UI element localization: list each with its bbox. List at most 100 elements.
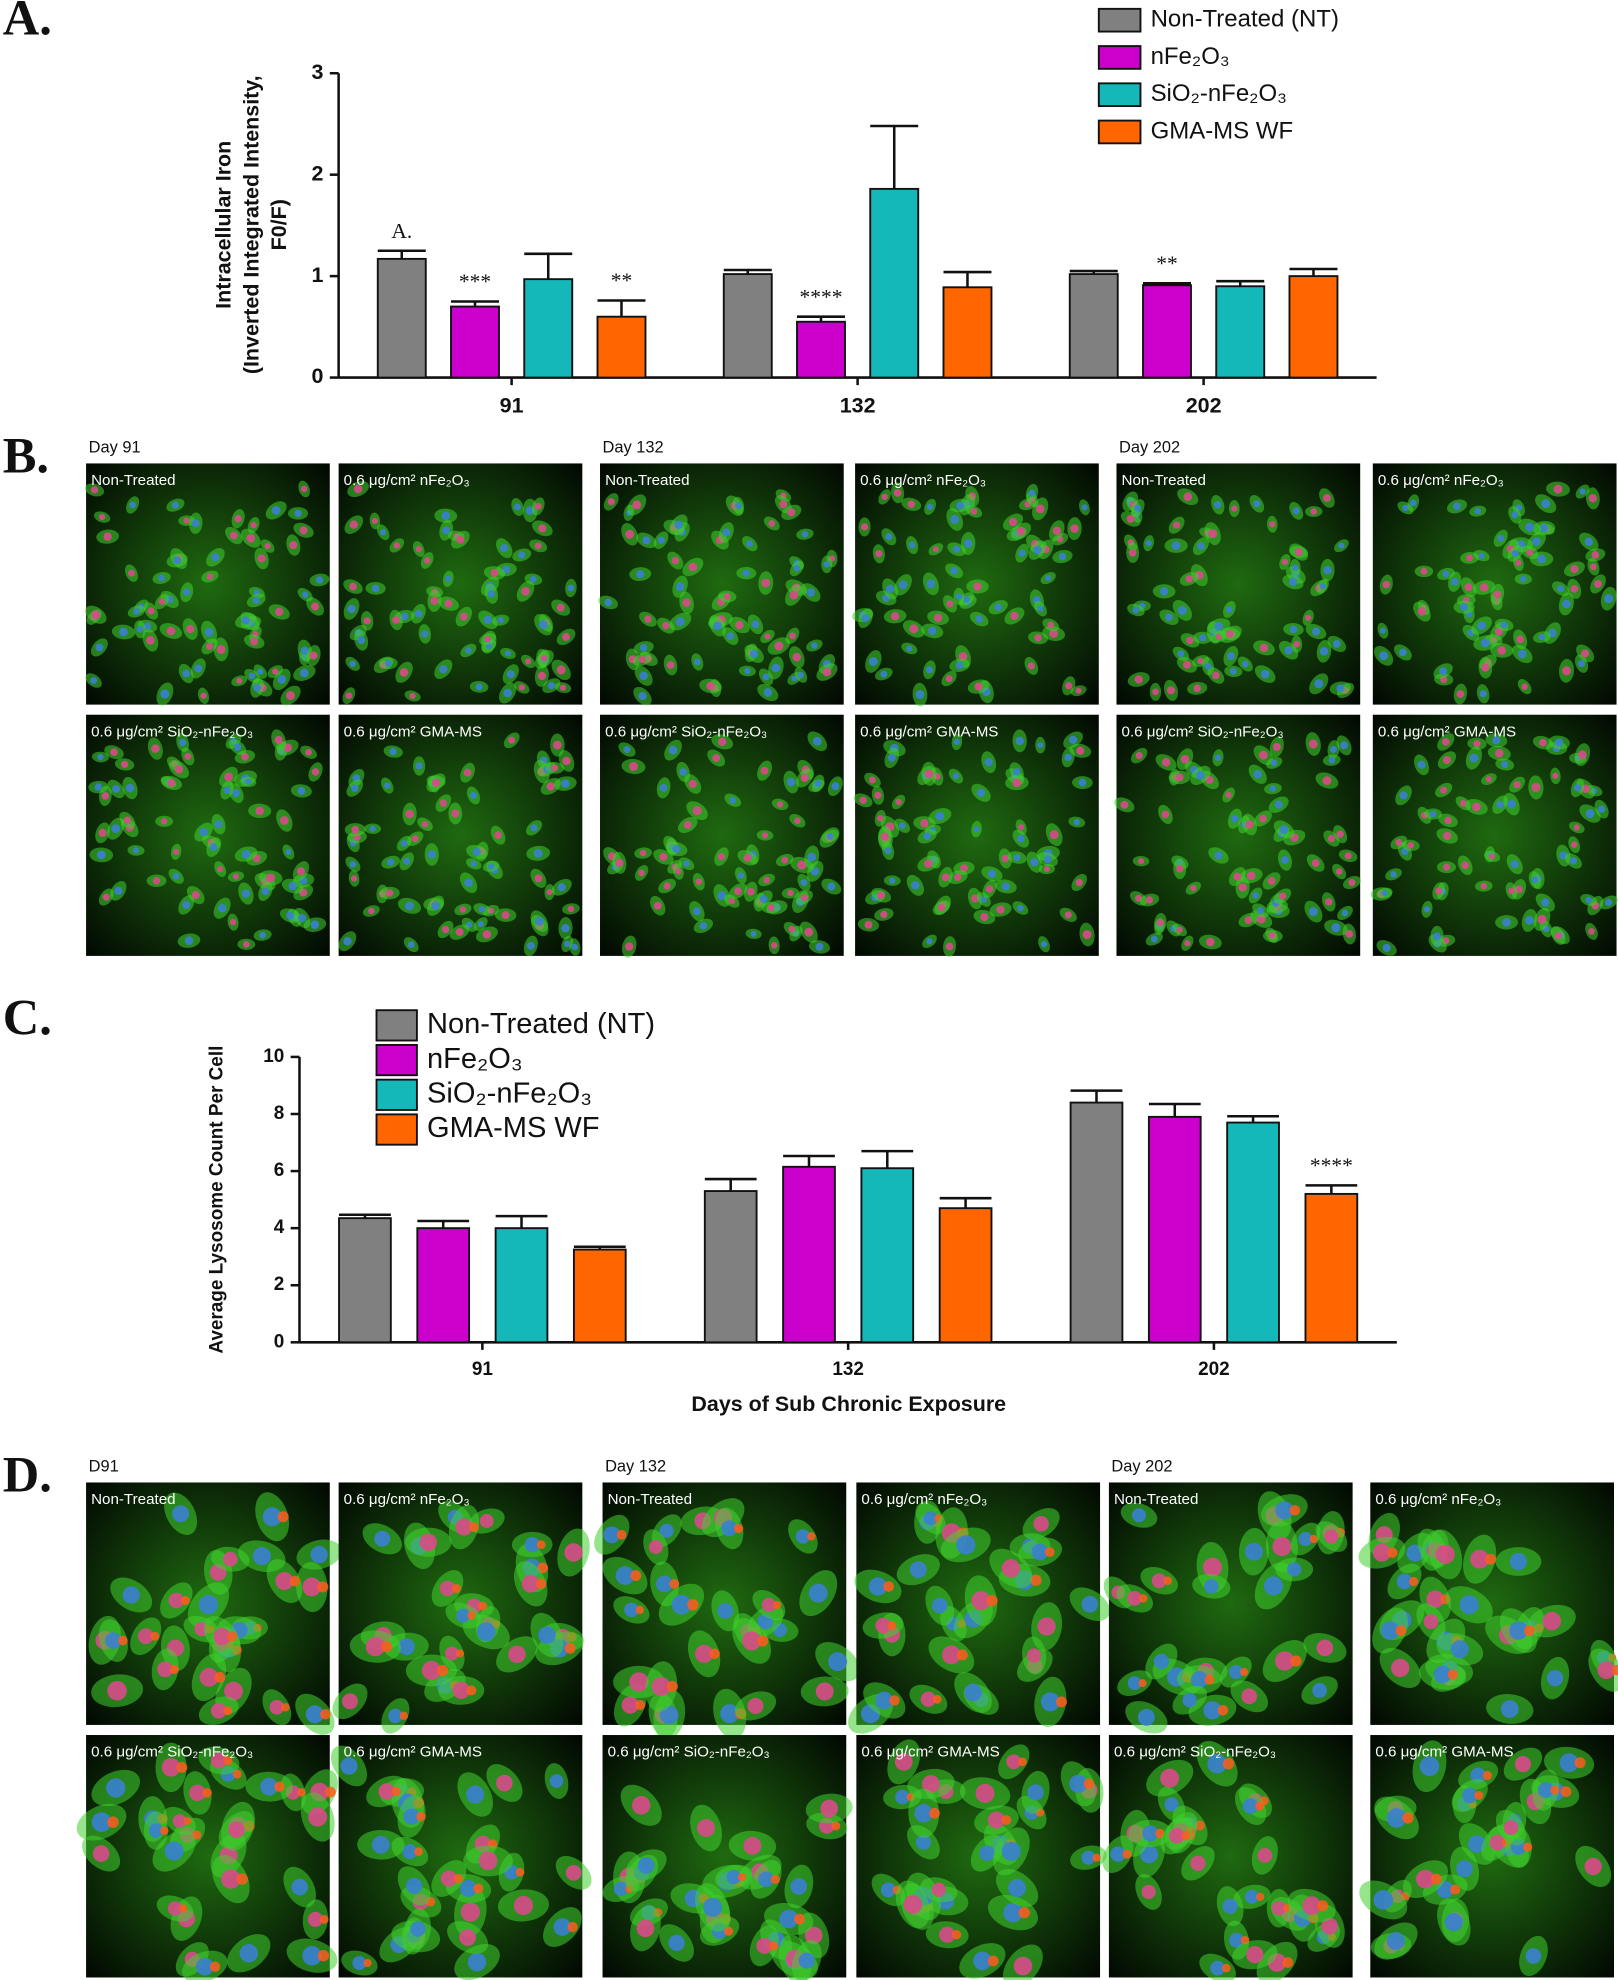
- nucleus: [487, 863, 495, 870]
- nucleus: [638, 655, 646, 664]
- nucleus: [1508, 887, 1515, 895]
- nucleus: [1466, 554, 1474, 562]
- nucleus: [350, 875, 358, 882]
- nucleus: [926, 579, 936, 589]
- nucleus: [762, 673, 770, 681]
- nucleus: [1308, 907, 1318, 917]
- x-tick-label: 202: [1186, 393, 1222, 417]
- nucleus: [236, 677, 243, 684]
- nucleus: [1065, 682, 1073, 690]
- bar: [782, 1165, 836, 1344]
- nucleus: [933, 613, 943, 622]
- nucleus: [946, 600, 954, 608]
- nucleus: [132, 847, 140, 854]
- micrograph: 0.6 μg/cm² SiO₂-nFe₂O₃: [1114, 714, 1361, 956]
- nucleus: [172, 872, 180, 880]
- nucleus: [877, 815, 884, 822]
- nucleus: [1298, 1531, 1313, 1546]
- nucleus: [964, 1683, 982, 1702]
- lysosome: [889, 1695, 900, 1706]
- lysosome: [399, 1711, 408, 1721]
- lysosome: [118, 1635, 128, 1646]
- nucleus: [173, 848, 180, 855]
- nucleus: [1241, 1688, 1258, 1705]
- nucleus: [662, 621, 670, 630]
- nucleus: [95, 643, 104, 652]
- nucleus: [1459, 800, 1467, 807]
- nucleus: [398, 1638, 415, 1656]
- nucleus: [445, 575, 452, 582]
- nucleus: [407, 941, 415, 948]
- nucleus: [875, 550, 883, 558]
- nucleus: [459, 1879, 477, 1898]
- nucleus: [815, 942, 824, 951]
- nucleus: [393, 542, 401, 549]
- nucleus: [1531, 876, 1539, 884]
- nucleus: [749, 649, 759, 659]
- nucleus: [1541, 499, 1551, 509]
- nucleus: [1604, 594, 1614, 604]
- nucleus: [1208, 529, 1218, 539]
- nucleus: [518, 684, 525, 691]
- lysosome: [1181, 1831, 1191, 1841]
- nucleus: [959, 864, 968, 873]
- lysosome: [768, 1941, 779, 1951]
- nucleus: [1590, 563, 1597, 571]
- nucleus: [1049, 830, 1059, 840]
- nucleus: [232, 873, 240, 880]
- panel-group-title: Day 202: [1111, 1458, 1172, 1476]
- nucleus: [405, 809, 414, 819]
- nucleus: [1238, 883, 1247, 892]
- nucleus: [234, 515, 242, 523]
- nucleus: [387, 858, 395, 866]
- micrograph: 0.6 μg/cm² GMA-MS: [1370, 714, 1618, 956]
- nucleus: [1552, 772, 1559, 779]
- nucleus: [195, 1957, 214, 1976]
- nucleus: [184, 753, 192, 761]
- nucleus: [556, 603, 565, 612]
- nucleus: [308, 1807, 328, 1827]
- nucleus: [1489, 1834, 1506, 1851]
- lysosome: [1550, 1785, 1560, 1795]
- nucleus: [210, 1702, 227, 1719]
- nucleus: [204, 627, 214, 637]
- nucleus: [559, 684, 567, 691]
- nucleus: [1591, 551, 1600, 559]
- nucleus: [632, 500, 642, 510]
- nucleus: [875, 1691, 894, 1710]
- nucleus: [906, 645, 913, 652]
- nucleus: [533, 848, 543, 858]
- nucleus: [1554, 932, 1563, 940]
- micrograph: 0.6 μg/cm² GMA-MS: [1359, 1735, 1615, 1978]
- nucleus: [1494, 748, 1504, 758]
- nucleus: [478, 905, 486, 913]
- nucleus: [289, 540, 298, 550]
- lysosome: [709, 1648, 720, 1660]
- nucleus: [1426, 1590, 1444, 1608]
- nucleus: [697, 1819, 716, 1837]
- lysosome: [160, 1826, 169, 1835]
- micrograph: Non-Treated: [86, 1482, 342, 1735]
- lysosome: [363, 1958, 372, 1968]
- nucleus: [956, 1535, 976, 1555]
- legend-swatch: [1097, 45, 1142, 70]
- nucleus: [808, 1583, 828, 1603]
- nucleus: [1013, 767, 1021, 776]
- nucleus: [1001, 882, 1010, 891]
- nucleus: [1150, 935, 1158, 943]
- nucleus: [1016, 834, 1025, 843]
- micrograph-label: 0.6 μg/cm² nFe₂O₃: [344, 472, 470, 489]
- lysosome: [1122, 1849, 1132, 1859]
- nucleus: [1244, 1889, 1259, 1904]
- nucleus: [1270, 759, 1278, 767]
- nucleus: [349, 582, 357, 591]
- nucleus: [923, 1511, 938, 1526]
- nucleus: [979, 1845, 996, 1861]
- lysosome: [183, 1816, 192, 1825]
- micrograph-label: 0.6 μg/cm² GMA-MS: [1378, 723, 1516, 740]
- nucleus: [770, 942, 778, 949]
- lysosome: [414, 1847, 423, 1856]
- lysosome: [236, 1873, 248, 1885]
- panel-group-title: Day 132: [605, 1458, 666, 1476]
- nucleus: [639, 849, 647, 857]
